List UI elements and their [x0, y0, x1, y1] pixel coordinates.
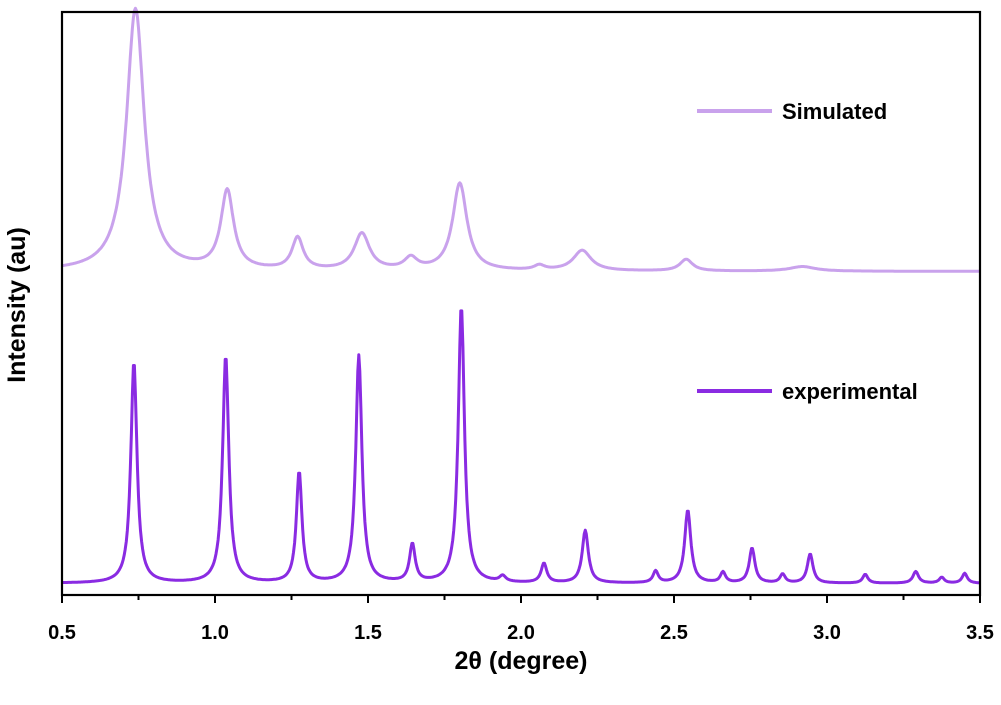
x-tick-label: 0.5: [48, 622, 76, 644]
x-tick-labels: 0.5 1.0 1.5 2.0 2.5 3.0 3.5: [48, 622, 994, 644]
x-tick-label: 2.5: [660, 622, 688, 644]
x-axis-title: 2θ (degree): [455, 647, 588, 675]
y-axis-title: Intensity (au): [3, 227, 31, 383]
x-tick-label: 3.0: [813, 622, 841, 644]
series-layer: [61, 6, 981, 585]
legend-label-simulated: Simulated: [782, 99, 887, 124]
x-tick-label: 1.5: [354, 622, 382, 644]
x-tick-label: 1.0: [201, 622, 229, 644]
x-axis-ticks: [61, 595, 981, 603]
legend-label-experimental: experimental: [782, 379, 918, 404]
legend: Simulated experimental: [697, 99, 918, 404]
series-line-experimental: [61, 309, 981, 585]
x-tick-label: 3.5: [966, 622, 994, 644]
series-line-simulated: [61, 6, 981, 273]
x-tick-label: 2.0: [507, 622, 535, 644]
